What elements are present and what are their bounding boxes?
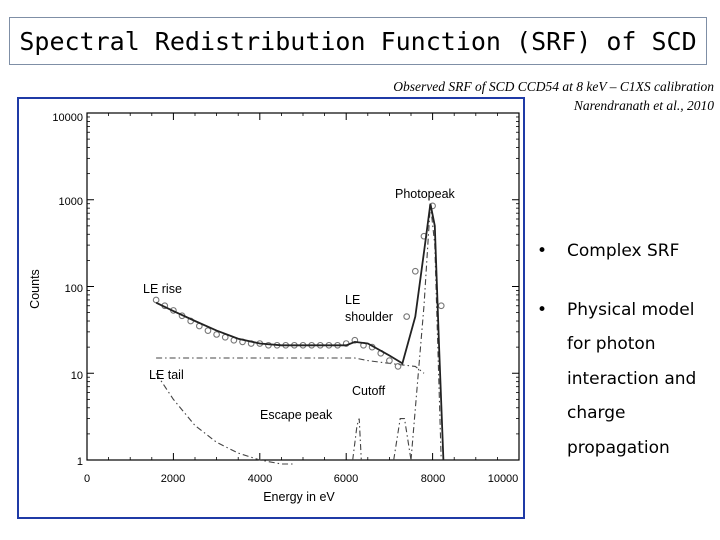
bullet-2-line-2: for photon [567,334,656,354]
x-tick-label-4000: 4000 [248,473,272,485]
data-point [437,302,445,310]
x-axis-label: Energy in eV [263,490,335,504]
bullet-1-line-1: Complex SRF [567,241,680,261]
y-tick-label-1: 1 [77,456,83,468]
data-point [386,357,393,364]
bullet-item-2: • Physical model for photon interaction … [537,293,717,466]
bullet-marker: • [537,241,548,261]
bullet-2-line-5: propagation [567,437,670,458]
model-total-curve [155,203,445,461]
data-point [411,267,419,275]
x-tick-label-0: 0 [84,473,90,485]
annotation-photopeak: Photopeak [395,187,456,201]
annotation-le-tail: LE tail [149,368,184,382]
y-tick-label-10000: 10000 [52,112,83,124]
model-component-curve-2 [156,357,425,374]
model-component-curve-1 [155,372,295,465]
y-tick-label-1000: 1000 [59,196,83,208]
plot-frame: 10000 1000 100 10 1 0 2000 4000 6000 800… [17,97,525,519]
annotation-escape-peak: Escape peak [260,408,333,422]
subtitle: Observed SRF of SCD CCD54 at 8 keV – C1X… [393,77,714,115]
bullet-2-line-4: charge [567,403,626,423]
bullet-2-line-3: interaction and [567,368,697,389]
y-tick-label-10: 10 [71,370,83,382]
bullet-marker: • [537,299,548,320]
model-component-curve-3 [352,418,362,461]
x-tick-label-2000: 2000 [161,473,185,485]
bullet-list: • Complex SRF • Physical model for photo… [537,234,717,465]
data-point [204,327,212,334]
slide-title: Spectral Redistribution Function (SRF) o… [19,26,697,56]
title-box: Spectral Redistribution Function (SRF) o… [9,17,707,65]
srf-chart: 10000 1000 100 10 1 0 2000 4000 6000 800… [28,112,520,504]
x-tick-label-6000: 6000 [334,473,358,485]
annotation-le-shoulder-1: LE [345,293,360,307]
x-tick-label-10000: 10000 [488,473,519,485]
data-point [213,331,220,338]
model-component-curve-4 [393,418,412,461]
y-tick-label-100: 100 [65,283,83,295]
bullet-2-line-1: Physical model [567,299,695,320]
data-point [394,363,402,370]
data-point [403,313,411,320]
bullet-item-1: • Complex SRF [537,234,717,269]
subtitle-line-2: Narendranath et al., 2010 [573,98,714,113]
y-axis-label: Counts [28,269,42,309]
annotation-le-shoulder-2: shoulder [345,310,393,324]
subtitle-line-1: Observed SRF of SCD CCD54 at 8 keV – C1X… [393,79,714,94]
data-point [152,296,160,304]
annotation-cutoff: Cutoff [352,384,386,398]
data-point [351,336,359,344]
x-tick-label-8000: 8000 [421,473,445,485]
annotation-le-rise: LE rise [143,282,182,296]
